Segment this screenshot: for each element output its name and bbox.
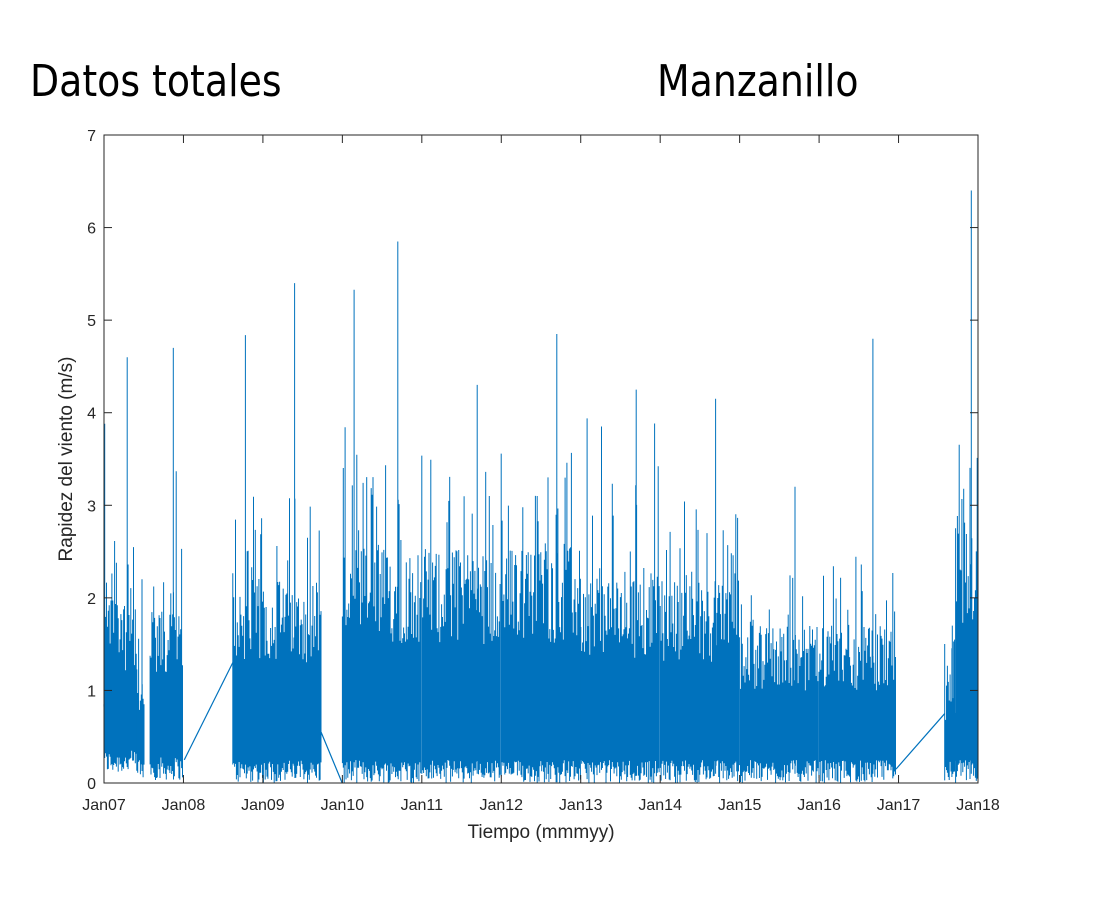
chart-title-right: Manzanillo [657, 56, 859, 107]
series-gap-connector-2 [320, 731, 343, 784]
series-segment-4 [232, 283, 322, 783]
x-tick-label: Jan07 [82, 797, 126, 814]
x-tick-label: Jan18 [956, 797, 1000, 814]
plot-area [103, 190, 978, 784]
y-tick-label: 3 [87, 498, 96, 515]
x-tick-label: Jan16 [797, 797, 841, 814]
series-segment-2 [136, 579, 145, 778]
y-tick-label: 1 [87, 683, 96, 700]
y-tick-label: 6 [87, 221, 96, 238]
axes-box [103, 134, 979, 784]
axes: Jan07 Jan08 Jan09 Jan10 Jan11 Jan12 Jan13 Jan14… [82, 128, 1000, 814]
x-tick-label: Jan08 [162, 797, 206, 814]
series-segment-5 [341, 241, 422, 783]
series-gap-connector-1 [183, 662, 234, 761]
x-tick-label: Jan10 [321, 797, 365, 814]
series-segment-3 [149, 347, 183, 780]
x-axis-title: Tiempo (mmmyy) [467, 822, 614, 843]
x-tick-label: Jan14 [638, 797, 682, 814]
series-segment-6 [421, 384, 501, 783]
y-tick-label: 4 [87, 406, 96, 423]
y-tick-label: 5 [87, 313, 96, 330]
x-tick-label: Jan12 [479, 797, 523, 814]
series-segment-9 [659, 398, 739, 783]
y-tick-label: 2 [87, 591, 96, 608]
series-segment-7 [500, 334, 581, 783]
y-tick-label: 7 [87, 128, 96, 145]
x-tick-label: Jan17 [877, 797, 921, 814]
x-tick-label: Jan09 [241, 797, 285, 814]
series-segment-13 [955, 190, 978, 783]
series-segment-12 [944, 625, 956, 781]
chart-title-left: Datos totales [30, 56, 282, 107]
series-segment-8 [580, 389, 660, 783]
y-axis-title: Rapidez del viento (m/s) [56, 357, 77, 562]
series-gap-connector-3 [895, 713, 946, 770]
series-segment-1 [104, 357, 137, 772]
x-tick-label: Jan11 [401, 797, 444, 814]
y-tick-label: 0 [87, 776, 96, 793]
series-segment-10 [739, 486, 819, 783]
x-tick-label: Jan15 [718, 797, 762, 814]
series-segment-11 [818, 338, 896, 783]
x-tick-label: Jan13 [559, 797, 603, 814]
